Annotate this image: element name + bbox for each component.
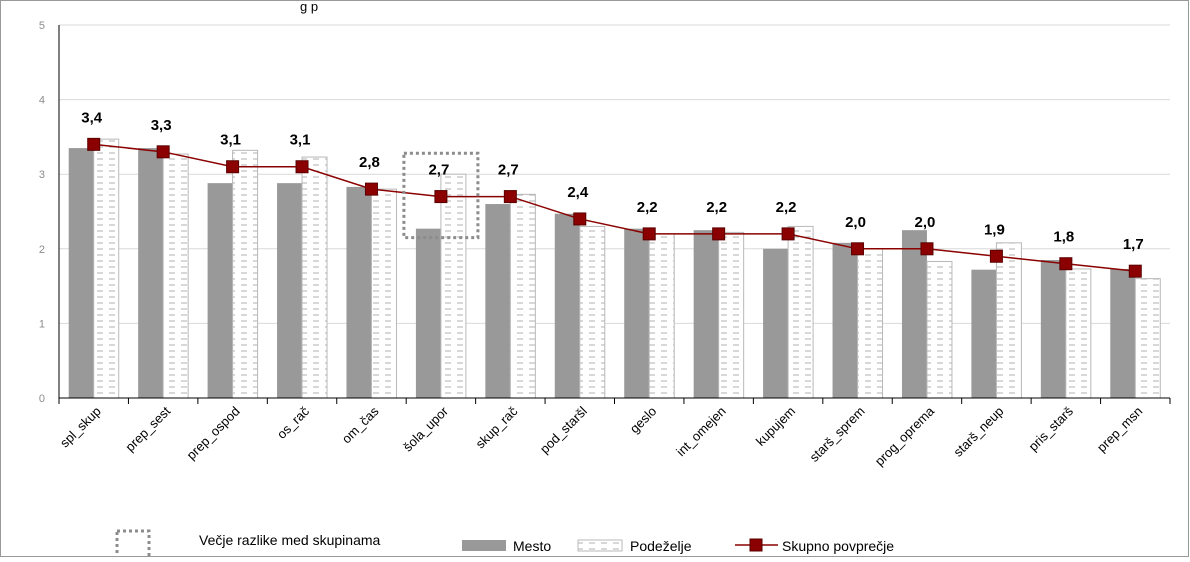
bar-podezelje [440,173,467,399]
data-label: 2,7 [498,162,519,179]
bar-mesto [832,242,858,398]
average-marker [920,242,934,256]
bar-mesto [485,204,511,398]
average-marker [503,190,517,204]
data-label: 3,1 [290,132,311,149]
data-label: 2,8 [359,154,380,171]
category-label: starš_neup [950,404,1006,460]
data-label: 1,7 [1123,236,1144,253]
data-label: 2,0 [915,214,936,231]
y-tick-label: 5 [39,20,45,32]
bar-mesto [1110,268,1136,398]
legend-highlight-swatch [115,529,151,562]
category-label: geslo [627,404,660,437]
data-label: 2,2 [706,199,727,216]
y-tick-label: 0 [39,393,45,405]
category-label: skup_rač [473,403,521,451]
bar-podezelje [648,233,675,399]
bar-mesto [971,269,997,398]
bar-podezelje [509,193,536,399]
average-marker [226,160,240,174]
bar-podezelje [718,231,745,399]
category-label: pod_staršl [537,403,590,456]
category-label: prep_ospod [184,404,243,463]
category-label: os_rač [274,403,313,442]
average-marker [87,137,101,151]
data-label: 2,4 [567,184,589,201]
average-marker [851,242,865,256]
bar-mesto [1040,259,1066,398]
data-label: 1,9 [984,221,1005,238]
category-label: starš_sprem [806,404,867,465]
legend-highlight-label: Večje razlike med skupinama [199,532,381,548]
average-marker [364,182,378,196]
legend-podezelje-label: Podeželje [630,538,692,554]
data-label: 2,2 [776,199,797,216]
header-fragment: g p [300,0,318,14]
bar-podezelje [1065,268,1092,399]
average-marker [781,227,795,241]
bar-podezelje [995,242,1022,399]
data-label: 2,0 [845,214,866,231]
bar-podezelje [301,156,328,399]
data-label: 3,4 [81,109,103,126]
bar-mesto [346,186,372,398]
highlight-box [402,151,480,240]
category-label: spl_skup [57,404,104,451]
bar-mesto [207,183,233,398]
bar-podezelje [370,188,397,399]
bar-mesto [624,228,650,398]
category-label: prep_msn [1094,404,1145,455]
y-tick-label: 3 [39,169,45,181]
bar-podezelje [857,248,884,399]
bar-mesto [415,228,441,398]
legend-podezelje-swatch [577,539,623,552]
y-tick-label: 4 [39,95,45,107]
bar-podezelje [232,149,259,399]
legend-average-label: Skupno povprečje [782,538,894,554]
average-marker [989,249,1003,263]
average-line [93,143,1136,272]
average-marker [1128,264,1142,278]
data-label: 2,7 [428,162,449,179]
bar-mesto [68,148,94,398]
bar-mesto [901,230,927,398]
average-marker [156,145,170,159]
category-label: šola_upor [400,403,451,454]
category-label: kupujem [753,404,798,449]
bar-podezelje [1134,278,1161,399]
legend-mesto-label: Mesto [513,538,551,554]
legend-average-marker [749,538,763,552]
bar-podezelje [926,260,953,399]
average-marker [642,227,656,241]
bar-mesto [554,213,580,398]
y-tick-label: 2 [39,244,45,256]
bar-podezelje [93,138,120,399]
bar-mesto [693,230,719,398]
bar-mesto [763,248,789,398]
category-label: int_omejen [673,404,729,460]
bar-mesto [138,148,164,398]
average-marker [1059,257,1073,271]
category-label: prog_oprema [872,403,938,469]
bar-podezelje [579,225,606,399]
category-label: om_čas [339,403,382,446]
data-label: 3,1 [220,132,241,149]
y-tick-label: 1 [39,318,45,330]
legend-mesto-swatch [462,540,506,551]
bar-podezelje [787,225,814,399]
bar-mesto [277,183,303,398]
average-marker [434,190,448,204]
category-label: pris_starš [1026,403,1077,454]
average-marker [712,227,726,241]
average-marker [295,160,309,174]
bar-podezelje [162,153,189,399]
data-label: 1,8 [1053,229,1074,246]
average-marker [573,212,587,226]
data-label: 3,3 [151,117,172,134]
data-label: 2,2 [637,199,658,216]
category-label: prep_sest [122,403,173,454]
